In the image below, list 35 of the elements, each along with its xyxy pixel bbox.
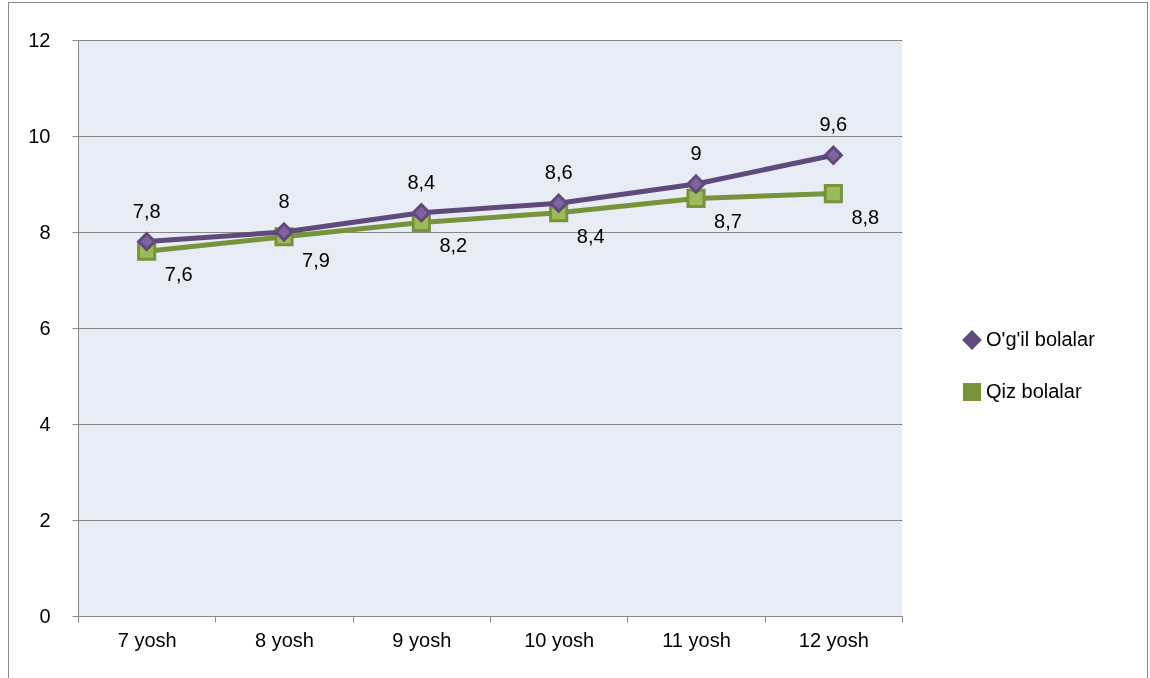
y-tick-label: 8 (39, 220, 51, 243)
x-tick-label: 9 yosh (392, 628, 452, 651)
point (274, 222, 294, 242)
y-tick-label: 10 (28, 124, 51, 147)
data-label: 7,6 (164, 263, 193, 286)
data-label: 8,6 (544, 161, 573, 184)
point (686, 188, 706, 208)
point (823, 145, 843, 165)
x-tick-label: 7 yosh (117, 628, 177, 651)
x-tick-label: 11 yosh (662, 628, 731, 651)
point (411, 203, 431, 223)
data-label: 8,8 (851, 205, 880, 228)
y-tick-label: 6 (39, 316, 51, 339)
y-tick-label: 0 (39, 604, 51, 627)
data-label: 8,4 (576, 224, 605, 247)
point (137, 232, 157, 252)
data-label: 8,4 (407, 170, 436, 193)
y-tick-label: 2 (39, 508, 51, 531)
data-label: 8,2 (439, 234, 468, 257)
data-label: 7,9 (302, 248, 330, 271)
point (686, 174, 706, 194)
legend-label: O'g'il bolalar (986, 328, 1096, 350)
data-label: 9,6 (819, 113, 848, 136)
data-label: 7,8 (132, 199, 161, 222)
point (823, 184, 843, 204)
y-tick-label: 12 (28, 28, 51, 51)
data-label: 9 (690, 142, 702, 164)
point (549, 193, 569, 213)
data-label: 8,7 (714, 210, 742, 233)
y-tick-label: 4 (39, 412, 51, 435)
x-tick-label: 10 yosh (524, 628, 595, 651)
legend-label: Qiz bolalar (986, 380, 1082, 402)
x-tick-label: 8 yosh (255, 628, 314, 651)
data-label: 8 (278, 190, 290, 212)
x-tick-label: 12 yosh (798, 628, 869, 651)
